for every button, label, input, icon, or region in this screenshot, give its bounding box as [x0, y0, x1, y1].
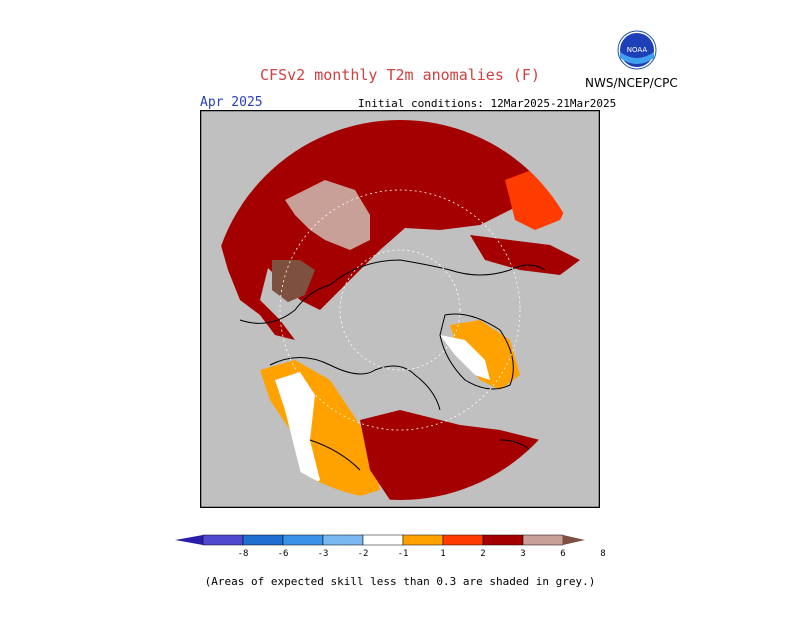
anomaly-region-pink: [285, 180, 370, 250]
colorbar-swatch: [522, 534, 564, 546]
anomaly-region-russia: [240, 120, 540, 310]
anomaly-region-alaska-white: [275, 372, 320, 490]
colorbar-tick-label: 8: [600, 549, 605, 559]
noaa-logo-text: NOAA: [627, 46, 648, 54]
coastlines: [239, 259, 546, 471]
forecast-month: Apr 2025: [200, 95, 263, 110]
colorbar-arrow-left: [175, 535, 203, 545]
colorbar-tick-label: 3: [520, 549, 525, 559]
polar-anomaly-map: [200, 110, 600, 508]
map-frame: [200, 110, 600, 508]
noaa-logo: NOAA: [617, 30, 657, 70]
anomaly-region-greenland-white: [440, 335, 490, 380]
initial-conditions: Initial conditions: 12Mar2025-21Mar2025: [358, 97, 617, 110]
colorbar-tick-label: -3: [318, 549, 329, 559]
anomaly-region-brown: [272, 260, 315, 302]
map-title: CFSv2 monthly T2m anomalies (F): [260, 66, 540, 84]
colorbar-arrow-right: [563, 535, 585, 545]
colorbar-tick-label: 6: [560, 549, 565, 559]
colorbar-swatch: [282, 534, 324, 546]
colorbar-tick-label: 2: [480, 549, 485, 559]
colorbar-tick-label: 1: [440, 549, 445, 559]
colorbar-swatch: [362, 534, 404, 546]
colorbar-tick-label: -2: [358, 549, 369, 559]
colorbar-tick-label: -8: [238, 549, 249, 559]
colorbar-swatch: [402, 534, 444, 546]
colorbar-swatch: [482, 534, 524, 546]
colorbar-swatch: [242, 534, 284, 546]
colorbar: -8 -6 -3 -2 -1 1 2 3 6 8: [175, 534, 606, 559]
colorbar-tick-label: -6: [278, 549, 289, 559]
footnote: (Areas of expected skill less than 0.3 a…: [204, 575, 596, 588]
anomaly-region-china: [470, 235, 580, 275]
colorbar-swatch: [442, 534, 484, 546]
agency-label: NWS/NCEP/CPC: [585, 76, 678, 90]
anomaly-region-europe: [218, 190, 295, 340]
colorbar-tick-label: -1: [398, 549, 409, 559]
latitude-circles: [279, 189, 521, 431]
colorbar-swatch: [202, 534, 244, 546]
colorbar-swatch: [322, 534, 364, 546]
